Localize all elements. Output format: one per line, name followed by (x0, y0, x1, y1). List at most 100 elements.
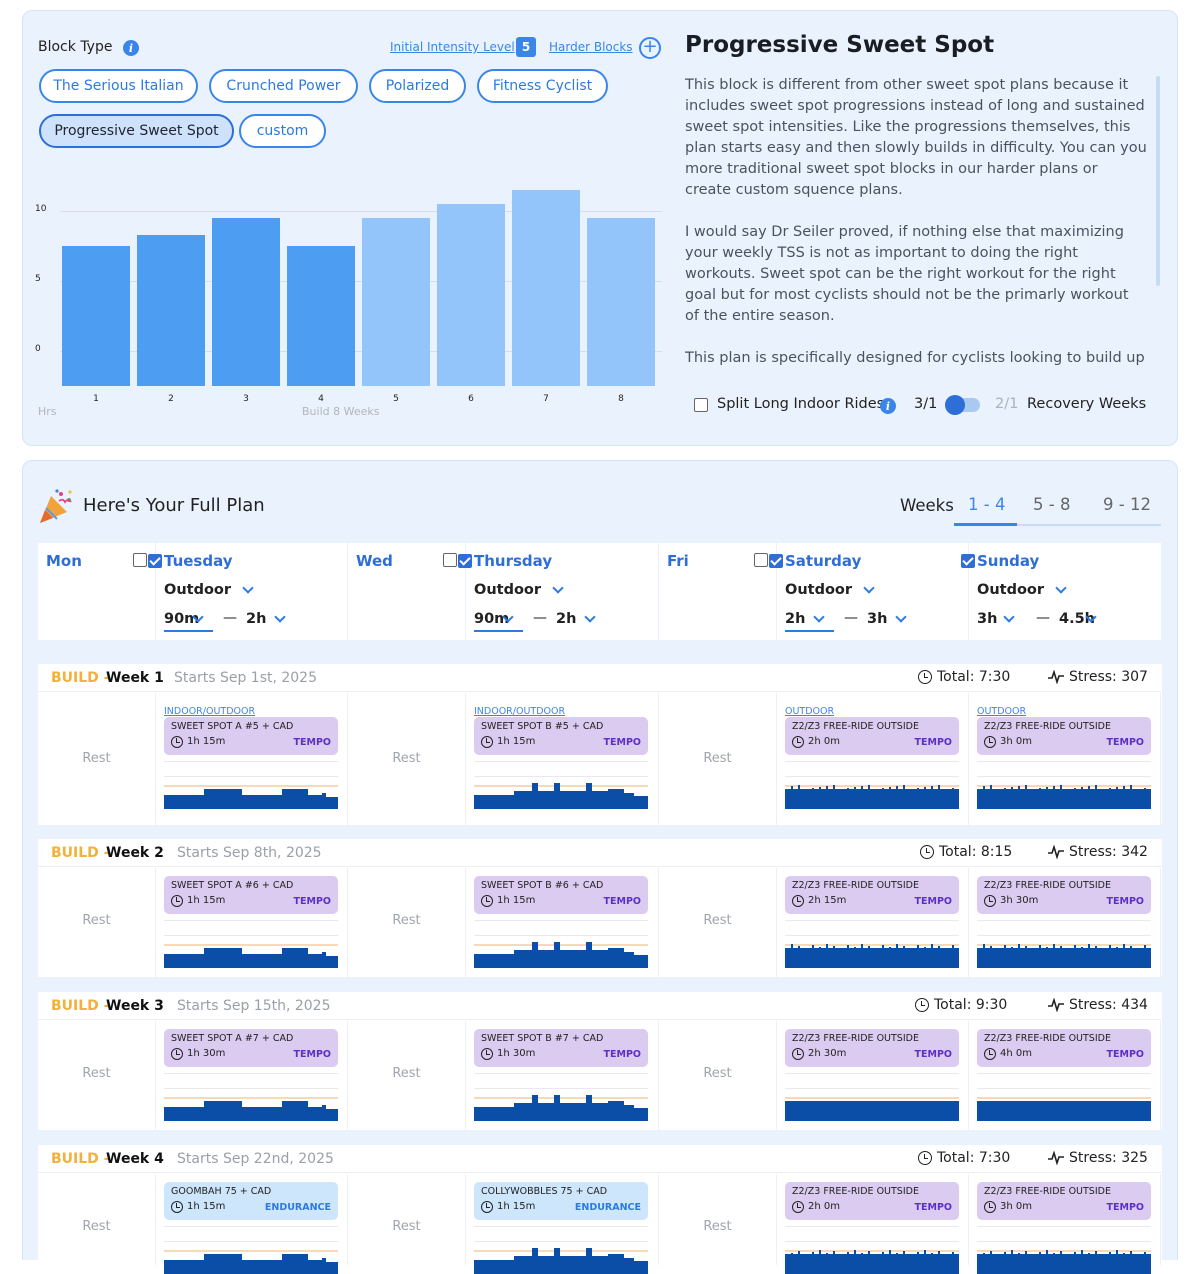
clock-icon (984, 895, 996, 907)
day-cell: INDOOR/OUTDOOR SWEET SPOT A #5 + CAD 1h 15… (156, 693, 348, 825)
chevron-down-icon[interactable] (863, 582, 875, 594)
workout-card[interactable]: SWEET SPOT A #6 + CAD 1h 15m TEMPO (164, 876, 338, 914)
workout-card[interactable]: Z2/Z3 FREE-RIDE OUTSIDE 2h 30m TEMPO (785, 1029, 959, 1067)
workout-card[interactable]: Z2/Z3 FREE-RIDE OUTSIDE 4h 0m TEMPO (977, 1029, 1151, 1067)
rest-label: Rest (82, 1219, 111, 1234)
plus-icon[interactable]: + (639, 37, 661, 59)
workout-name: Z2/Z3 FREE-RIDE OUTSIDE (792, 1033, 919, 1044)
range-dash: — (1036, 610, 1050, 626)
max-duration-select[interactable]: 4.5h (1059, 611, 1096, 627)
block-chip[interactable]: custom (239, 114, 326, 148)
max-duration-select[interactable]: 2h (556, 611, 577, 627)
workout-card[interactable]: SWEET SPOT A #5 + CAD 1h 15m TEMPO (164, 717, 338, 755)
tab-weeks-1-4[interactable]: 1 - 4 (968, 495, 1006, 514)
plan-title: Progressive Sweet Spot (685, 32, 995, 58)
workout-card[interactable]: SWEET SPOT B #6 + CAD 1h 15m TEMPO (474, 876, 648, 914)
x-tick-label: 1 (93, 394, 99, 404)
min-duration-select[interactable]: 90m (164, 611, 200, 627)
clock-icon (481, 1048, 493, 1060)
chevron-down-icon[interactable] (813, 611, 825, 623)
split-rides-checkbox[interactable] (694, 398, 708, 412)
chevron-down-icon[interactable] (274, 611, 286, 623)
chevron-down-icon[interactable] (584, 611, 596, 623)
workout-card[interactable]: Z2/Z3 FREE-RIDE OUTSIDE 3h 0m TEMPO (977, 717, 1151, 755)
workout-type-link[interactable]: INDOOR/OUTDOOR (474, 706, 566, 717)
workout-card[interactable]: Z2/Z3 FREE-RIDE OUTSIDE 2h 0m TEMPO (785, 1182, 959, 1220)
workout-card[interactable]: Z2/Z3 FREE-RIDE OUTSIDE 2h 15m TEMPO (785, 876, 959, 914)
workout-card[interactable]: Z2/Z3 FREE-RIDE OUTSIDE 3h 0m TEMPO (977, 1182, 1151, 1220)
workout-type-link[interactable]: OUTDOOR (785, 706, 835, 717)
ride-mode-select[interactable]: Outdoor (164, 582, 232, 598)
day-cell: Rest (659, 1174, 777, 1265)
rest-label: Rest (392, 913, 421, 928)
day-checkbox[interactable] (133, 553, 147, 567)
ratio-2-1-label: 2/1 (995, 396, 1019, 412)
day-cell: Rest (348, 693, 466, 825)
week-header: BUILD - Week 3 Starts Sep 15th, 2025 Total… (38, 992, 1162, 1020)
workout-card[interactable]: Z2/Z3 FREE-RIDE OUTSIDE 2h 0m TEMPO (785, 717, 959, 755)
ride-mode-select[interactable]: Outdoor (977, 582, 1045, 598)
workout-card[interactable]: SWEET SPOT B #7 + CAD 1h 30m TEMPO (474, 1029, 648, 1067)
workout-type-link[interactable]: INDOOR/OUTDOOR (164, 706, 256, 717)
grid-line (60, 211, 662, 212)
harder-blocks-link[interactable]: Harder Blocks (549, 40, 633, 54)
day-cell: Z2/Z3 FREE-RIDE OUTSIDE 4h 0m TEMPO (969, 1021, 1161, 1130)
chart-bar (512, 190, 580, 386)
workout-name: Z2/Z3 FREE-RIDE OUTSIDE (792, 721, 919, 732)
tab-weeks-9-12[interactable]: 9 - 12 (1103, 495, 1151, 514)
description-scrollbar[interactable] (1156, 76, 1160, 286)
workout-card[interactable]: COLLYWOBBLES 75 + CAD 1h 15m ENDURANCE (474, 1182, 648, 1220)
workout-type-link[interactable]: OUTDOOR (977, 706, 1027, 717)
day-cell: SWEET SPOT A #6 + CAD 1h 15m TEMPO (156, 868, 348, 977)
workout-card[interactable]: SWEET SPOT B #5 + CAD 1h 15m TEMPO (474, 717, 648, 755)
chevron-down-icon[interactable] (552, 582, 564, 594)
min-duration-select[interactable]: 2h (785, 611, 806, 627)
day-checkbox[interactable] (961, 554, 975, 568)
day-cell: Rest (38, 1021, 156, 1130)
info-icon[interactable]: i (123, 40, 139, 56)
initial-intensity-link[interactable]: Initial Intensity Level (390, 40, 515, 54)
max-duration-select[interactable]: 2h (246, 611, 267, 627)
max-duration-select[interactable]: 3h (867, 611, 888, 627)
day-cell: COLLYWOBBLES 75 + CAD 1h 15m ENDURANCE (466, 1174, 659, 1274)
chevron-down-icon[interactable] (895, 611, 907, 623)
week-stress: Stress: 342 (1048, 844, 1148, 860)
week-total: Total: 9:30 (915, 997, 1007, 1013)
workout-profile (474, 920, 648, 968)
workout-name: SWEET SPOT A #5 + CAD (171, 721, 294, 732)
workout-card[interactable]: SWEET SPOT A #7 + CAD 1h 30m TEMPO (164, 1029, 338, 1067)
intensity-level-badge[interactable]: 5 (516, 37, 536, 57)
chevron-down-icon[interactable] (1055, 582, 1067, 594)
day-checkbox[interactable] (148, 554, 162, 568)
day-checkbox[interactable] (754, 553, 768, 567)
day-column: Fri (659, 543, 776, 640)
min-duration-select[interactable]: 90m (474, 611, 510, 627)
ratio-3-1-label: 3/1 (914, 396, 938, 412)
recovery-toggle[interactable] (945, 395, 980, 415)
block-chip[interactable]: Fitness Cyclist (477, 69, 608, 103)
week-row: BUILD - Week 2 Starts Sep 8th, 2025 Total:… (38, 839, 1162, 977)
ride-mode-select[interactable]: Outdoor (474, 582, 542, 598)
workout-card[interactable]: Z2/Z3 FREE-RIDE OUTSIDE 3h 30m TEMPO (977, 876, 1151, 914)
day-cell: Rest (348, 1174, 466, 1265)
day-column: Sunday Outdoor 3h — 4.5h (961, 543, 1161, 640)
chevron-down-icon[interactable] (242, 582, 254, 594)
workout-zone-tag: TEMPO (914, 737, 952, 748)
block-chip[interactable]: The Serious Italian (39, 69, 198, 103)
block-chip[interactable]: Progressive Sweet Spot (39, 114, 234, 148)
chevron-down-icon[interactable] (1003, 611, 1015, 623)
workout-profile (164, 1226, 338, 1274)
info-icon[interactable]: i (880, 398, 896, 414)
block-chip[interactable]: Crunched Power (209, 69, 358, 103)
ride-mode-select[interactable]: Outdoor (785, 582, 853, 598)
day-checkbox[interactable] (769, 554, 783, 568)
workout-card[interactable]: GOOMBAH 75 + CAD 1h 15m ENDURANCE (164, 1182, 338, 1220)
description-paragraph: This block is different from other sweet… (685, 77, 1147, 198)
day-checkbox[interactable] (458, 554, 472, 568)
day-checkbox[interactable] (443, 553, 457, 567)
block-chip[interactable]: Polarized (369, 69, 466, 103)
min-duration-select[interactable]: 3h (977, 611, 998, 627)
tab-weeks-5-8[interactable]: 5 - 8 (1033, 495, 1071, 514)
workout-profile (164, 761, 338, 809)
workout-name: Z2/Z3 FREE-RIDE OUTSIDE (792, 880, 919, 891)
